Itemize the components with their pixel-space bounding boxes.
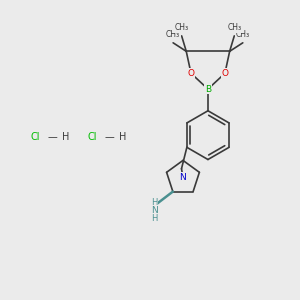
Text: Cl: Cl — [31, 132, 40, 142]
Text: CH₃: CH₃ — [166, 30, 180, 39]
Text: —: — — [48, 132, 57, 142]
Text: H: H — [151, 198, 157, 207]
Text: B: B — [205, 85, 211, 94]
Text: CH₃: CH₃ — [175, 23, 189, 32]
Text: CH₃: CH₃ — [227, 23, 242, 32]
Text: Cl: Cl — [87, 132, 97, 142]
Text: —: — — [104, 132, 114, 142]
Text: H: H — [62, 132, 70, 142]
Text: H: H — [151, 214, 157, 223]
Text: O: O — [221, 69, 228, 78]
Text: N: N — [151, 206, 158, 215]
Text: H: H — [119, 132, 126, 142]
Text: N: N — [180, 173, 186, 182]
Text: CH₃: CH₃ — [236, 30, 250, 39]
Text: O: O — [188, 69, 194, 78]
